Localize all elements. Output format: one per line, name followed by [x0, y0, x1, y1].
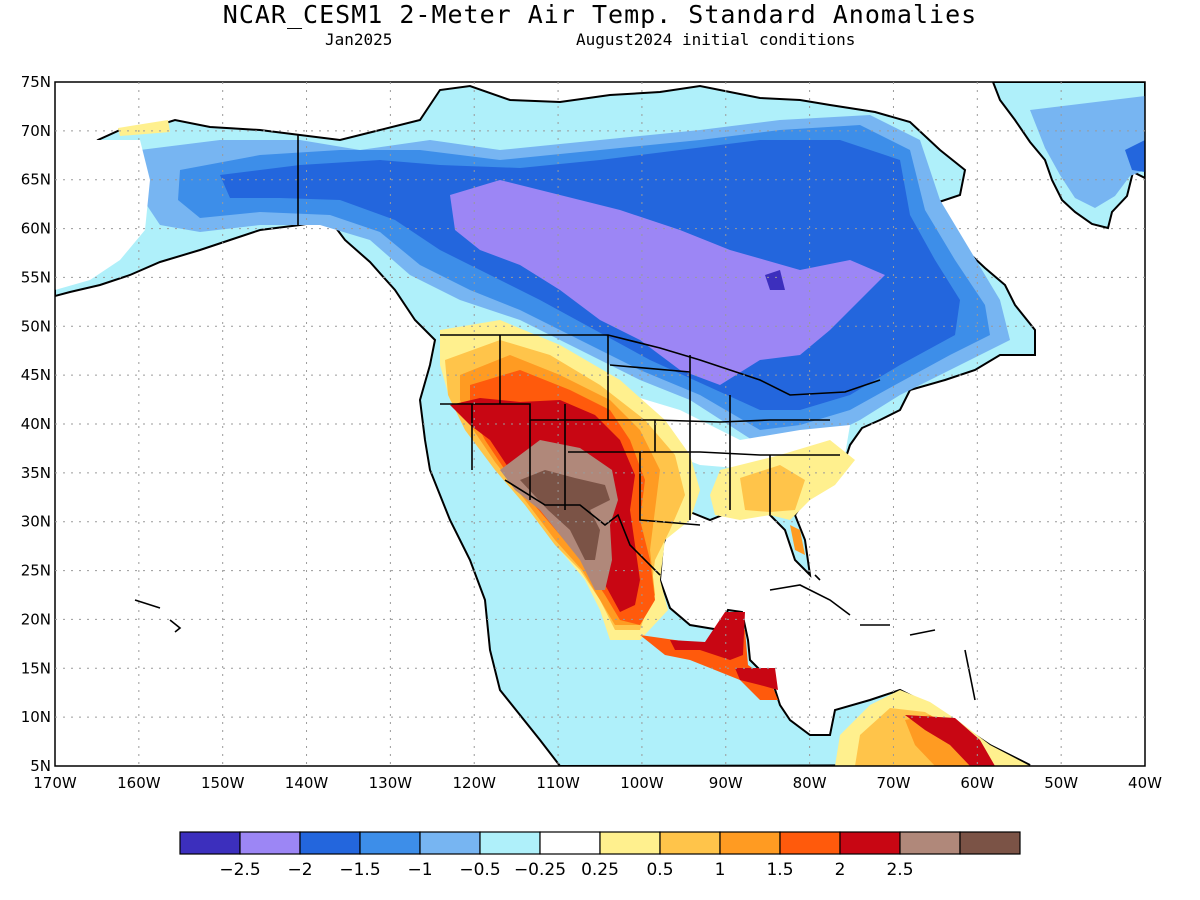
- colorbar-label: 1.5: [766, 860, 793, 880]
- latitude-label: 25N: [21, 562, 51, 580]
- latitude-label: 5N: [30, 757, 51, 775]
- anomaly-plus2-honduras: [735, 668, 778, 690]
- longitude-label: 130W: [369, 774, 413, 792]
- latitude-label: 50N: [21, 317, 51, 335]
- colorbar-swatch: [659, 831, 721, 855]
- anomaly-plus2-5-core: [520, 470, 610, 560]
- longitude-label: 80W: [793, 774, 827, 792]
- latitude-label: 75N: [21, 73, 51, 91]
- colorbar-swatch: [359, 831, 421, 855]
- colorbar-label: 2: [835, 860, 846, 880]
- forecast-month: Jan2025: [325, 30, 393, 49]
- longitude-label: 60W: [960, 774, 994, 792]
- longitude-labels: 170W 160W 150W 140W 130W 120W 110W 100W 90W 80W 70…: [33, 774, 1162, 792]
- colorbar-label: −1: [407, 860, 432, 880]
- anomaly-neutral-alaska: [55, 140, 150, 290]
- colorbar-swatch: [479, 831, 541, 855]
- longitude-label: 120W: [452, 774, 496, 792]
- colorbar-label: 0.25: [581, 860, 619, 880]
- latitude-label: 20N: [21, 610, 51, 628]
- colorbar-label: −0.5: [459, 860, 500, 880]
- anomaly-minus2: [450, 180, 885, 385]
- longitude-label: 70W: [877, 774, 911, 792]
- colorbar-swatch: [239, 831, 301, 855]
- colorbar-swatch: [719, 831, 781, 855]
- anomaly-minus2-5: [765, 270, 785, 290]
- longitude-label: 150W: [201, 774, 245, 792]
- colorbar-label: 2.5: [886, 860, 913, 880]
- colorbar-label: −2: [287, 860, 312, 880]
- colorbar-label: −2.5: [219, 860, 260, 880]
- longitude-label: 50W: [1044, 774, 1078, 792]
- latitude-label: 15N: [21, 659, 51, 677]
- political-borders: [297, 135, 881, 576]
- colorbar-swatch: [779, 831, 841, 855]
- colorbar-label: 0.5: [646, 860, 673, 880]
- latitude-label: 35N: [21, 464, 51, 482]
- latitude-label: 70N: [21, 122, 51, 140]
- colorbar-swatch: [599, 831, 661, 855]
- colorbar-swatch: [839, 831, 901, 855]
- colorbar-swatch: [959, 831, 1021, 855]
- longitude-label: 110W: [536, 774, 580, 792]
- caribbean-islands: [134, 574, 976, 701]
- graticule: [55, 82, 1145, 766]
- anomaly-plus1-florida: [790, 525, 805, 555]
- latitude-label: 40N: [21, 415, 51, 433]
- longitude-label: 160W: [117, 774, 161, 792]
- anomaly-plus0-5-southeast: [740, 465, 805, 512]
- greenland-anomaly-strong: [1125, 140, 1145, 172]
- latitude-label: 45N: [21, 366, 51, 384]
- latitude-labels: 75N 70N 65N 60N 55N 50N 45N 40N 35N 30N 25N 20N 15N 1…: [21, 73, 51, 775]
- greenland-anomaly: [1030, 96, 1145, 208]
- colorbar-swatch: [539, 831, 601, 855]
- latitude-label: 65N: [21, 171, 51, 189]
- longitude-label: 40W: [1128, 774, 1162, 792]
- colorbar: [179, 831, 1021, 855]
- anomaly-plus0-25-alaska: [118, 120, 170, 136]
- longitude-label: 90W: [709, 774, 743, 792]
- colorbar-labels: −2.5 −2 −1.5 −1 −0.5 −0.25 0.25 0.5 1 1.5 2 2.5: [219, 860, 913, 880]
- colorbar-swatch: [179, 831, 241, 855]
- colorbar-swatch: [299, 831, 361, 855]
- initial-conditions: August2024 initial conditions: [576, 30, 856, 49]
- longitude-label: 100W: [620, 774, 664, 792]
- anomaly-plus2-central-america: [670, 612, 745, 660]
- map-plot-area: [55, 82, 1145, 766]
- latitude-label: 10N: [21, 708, 51, 726]
- colorbar-label: 1: [715, 860, 726, 880]
- colorbar-swatch: [419, 831, 481, 855]
- longitude-label: 140W: [285, 774, 329, 792]
- colorbar-label: −0.25: [514, 860, 566, 880]
- latitude-label: 30N: [21, 513, 51, 531]
- latitude-label: 55N: [21, 268, 51, 286]
- map-title: NCAR_CESM1 2-Meter Air Temp. Standard An…: [222, 0, 978, 29]
- latitude-label: 60N: [21, 220, 51, 238]
- anomaly-plus2-venezuela: [905, 715, 995, 766]
- colorbar-label: −1.5: [339, 860, 380, 880]
- longitude-label: 170W: [33, 774, 77, 792]
- colorbar-swatch: [899, 831, 961, 855]
